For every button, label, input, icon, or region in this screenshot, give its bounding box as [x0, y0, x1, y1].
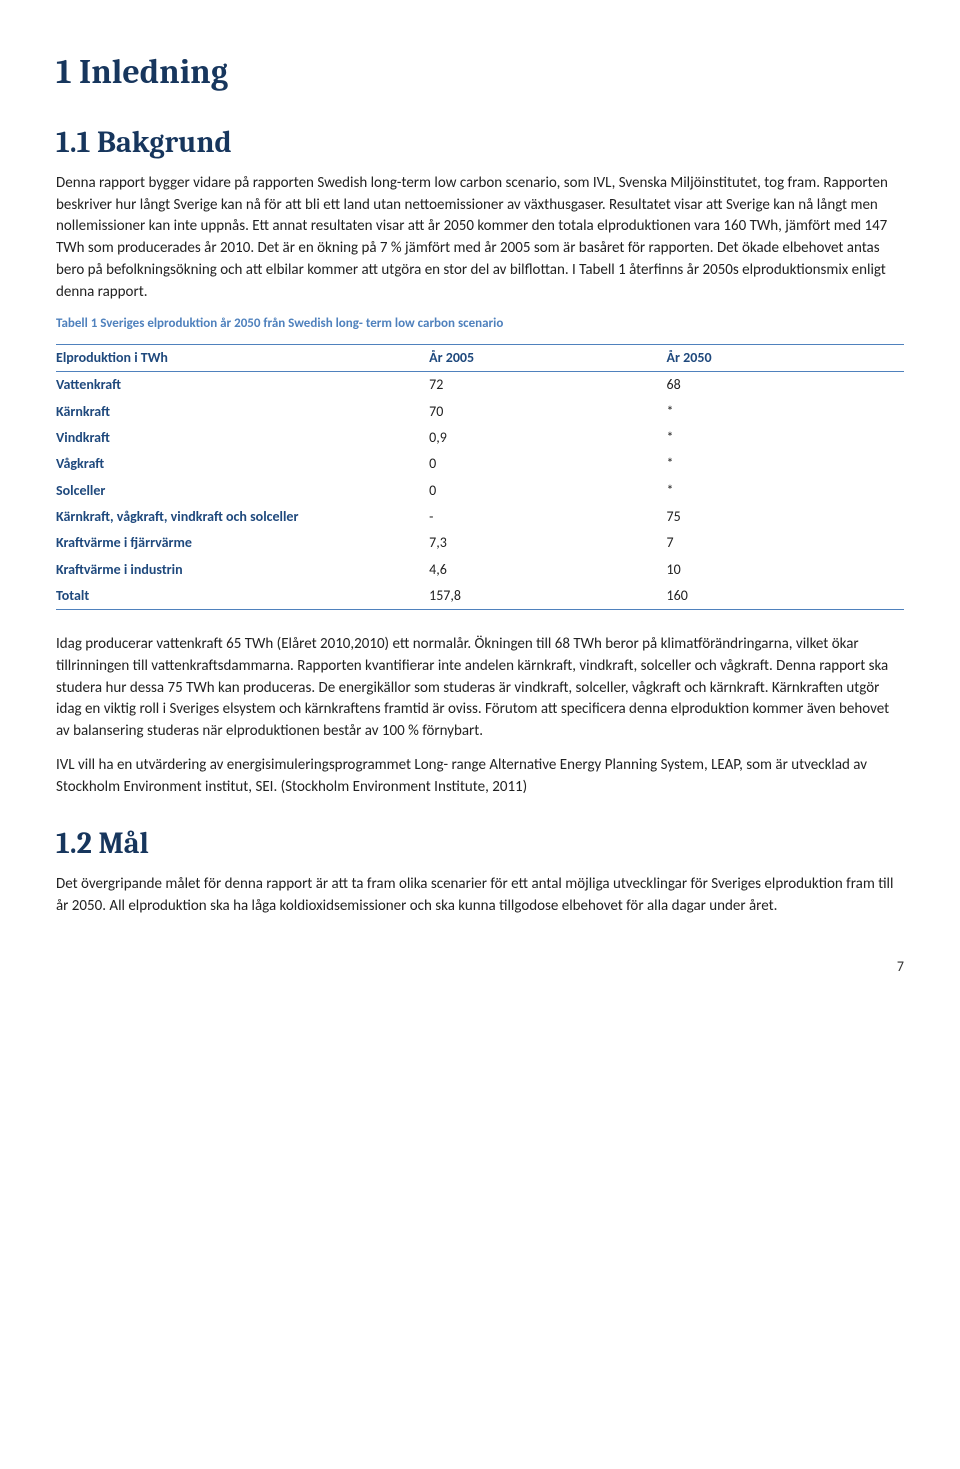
paragraph-ivl-leap: IVL vill ha en utvärdering av energisimu…	[56, 755, 904, 799]
table-header-row: Elproduktion i TWh År 2005 År 2050	[56, 345, 904, 372]
row-2050: *	[667, 478, 904, 504]
row-label: Vågkraft	[56, 451, 429, 477]
row-2005: 157,8	[429, 583, 666, 610]
table-row: Solceller 0 *	[56, 478, 904, 504]
row-label: Vattenkraft	[56, 372, 429, 399]
row-2050: *	[667, 451, 904, 477]
table-elproduktion: Elproduktion i TWh År 2005 År 2050 Vatte…	[56, 344, 904, 610]
row-label: Kraftvärme i fjärrvärme	[56, 530, 429, 556]
row-2005: 72	[429, 372, 666, 399]
heading-inledning: 1 Inledning	[56, 48, 904, 97]
page-number: 7	[56, 957, 904, 977]
row-2005: -	[429, 504, 666, 530]
table-header-2005: År 2005	[429, 345, 666, 372]
row-label: Kraftvärme i industrin	[56, 557, 429, 583]
table-row: Kraftvärme i fjärrvärme 7,3 7	[56, 530, 904, 556]
row-2050: *	[667, 425, 904, 451]
table-header-2050: År 2050	[667, 345, 904, 372]
row-label: Solceller	[56, 478, 429, 504]
row-2050: *	[667, 399, 904, 425]
table-header-label: Elproduktion i TWh	[56, 345, 429, 372]
heading-mal: 1.2 Mål	[56, 822, 904, 866]
heading-bakgrund: 1.1 Bakgrund	[56, 121, 904, 165]
table-row: Vindkraft 0,9 *	[56, 425, 904, 451]
table-row: Totalt 157,8 160	[56, 583, 904, 610]
row-2005: 4,6	[429, 557, 666, 583]
row-2005: 7,3	[429, 530, 666, 556]
table-row: Kärnkraft 70 *	[56, 399, 904, 425]
table-row: Vågkraft 0 *	[56, 451, 904, 477]
row-2050: 75	[667, 504, 904, 530]
row-2050: 7	[667, 530, 904, 556]
row-2050: 10	[667, 557, 904, 583]
row-2050: 160	[667, 583, 904, 610]
row-2050: 68	[667, 372, 904, 399]
table-caption: Tabell 1 Sveriges elproduktion år 2050 f…	[56, 315, 904, 334]
row-2005: 0	[429, 451, 666, 477]
table-row: Kraftvärme i industrin 4,6 10	[56, 557, 904, 583]
row-label: Kärnkraft, vågkraft, vindkraft och solce…	[56, 504, 429, 530]
row-2005: 0	[429, 478, 666, 504]
paragraph-vattenkraft: Idag producerar vattenkraft 65 TWh (Elår…	[56, 634, 904, 743]
table-row: Kärnkraft, vågkraft, vindkraft och solce…	[56, 504, 904, 530]
row-label: Totalt	[56, 583, 429, 610]
paragraph-mal: Det övergripande målet för denna rapport…	[56, 874, 904, 918]
table-row: Vattenkraft 72 68	[56, 372, 904, 399]
paragraph-intro: Denna rapport bygger vidare på rapporten…	[56, 173, 904, 304]
row-2005: 70	[429, 399, 666, 425]
row-2005: 0,9	[429, 425, 666, 451]
row-label: Vindkraft	[56, 425, 429, 451]
row-label: Kärnkraft	[56, 399, 429, 425]
